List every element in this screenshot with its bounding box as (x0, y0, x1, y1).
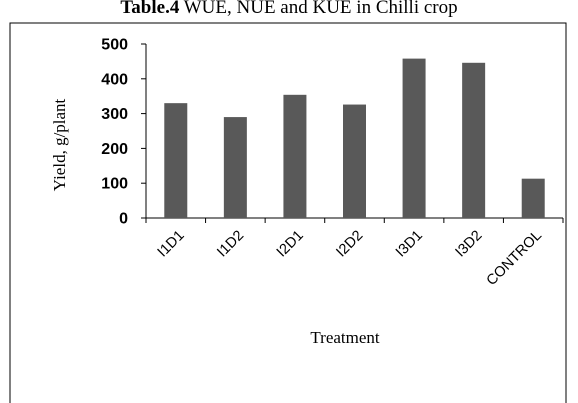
y-tick-label: 300 (101, 106, 128, 123)
y-tick-label: 100 (101, 176, 128, 193)
bar-i1d2 (223, 117, 247, 218)
y-tick-label: 400 (101, 71, 128, 88)
bar-i1d1 (164, 103, 188, 218)
x-tick-label: I3D2 (452, 228, 485, 261)
y-tick-label: 0 (119, 211, 128, 228)
bar-i2d1 (283, 94, 307, 218)
caption-label: Table.4 (120, 0, 179, 18)
table-caption: Table.4 WUE, NUE and KUE in Chilli crop (120, 0, 457, 18)
x-tick-label: I3D1 (393, 228, 426, 261)
x-tick-label: I1D1 (155, 228, 188, 261)
y-tick-label: 500 (101, 37, 128, 54)
x-tick-label: I1D2 (214, 228, 247, 261)
bar-i3d2 (462, 62, 486, 219)
y-tick-label: 200 (101, 141, 128, 158)
x-tick-label: I2D2 (333, 228, 366, 261)
bar-i2d2 (343, 104, 366, 218)
bar-i3d1 (402, 58, 426, 219)
x-tick-label: I2D1 (274, 228, 307, 261)
y-tick-labels: 0 100 200 300 400 500 (101, 37, 128, 228)
bars (164, 58, 545, 219)
chart-frame (9, 22, 567, 403)
caption-description: WUE, NUE and KUE in Chilli crop (179, 0, 457, 18)
x-tick-label: CONTROL (484, 228, 545, 289)
bar-control (521, 178, 545, 218)
y-axis-title: Yield, g/plant (50, 98, 69, 191)
x-axis-title: Treatment (310, 328, 380, 347)
